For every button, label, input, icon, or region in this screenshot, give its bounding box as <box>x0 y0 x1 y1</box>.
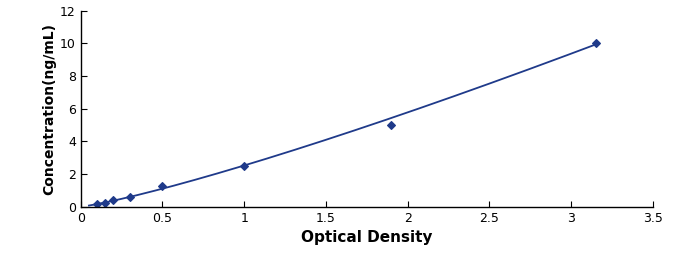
X-axis label: Optical Density: Optical Density <box>301 230 433 245</box>
Y-axis label: Concentration(ng/mL): Concentration(ng/mL) <box>42 23 56 195</box>
